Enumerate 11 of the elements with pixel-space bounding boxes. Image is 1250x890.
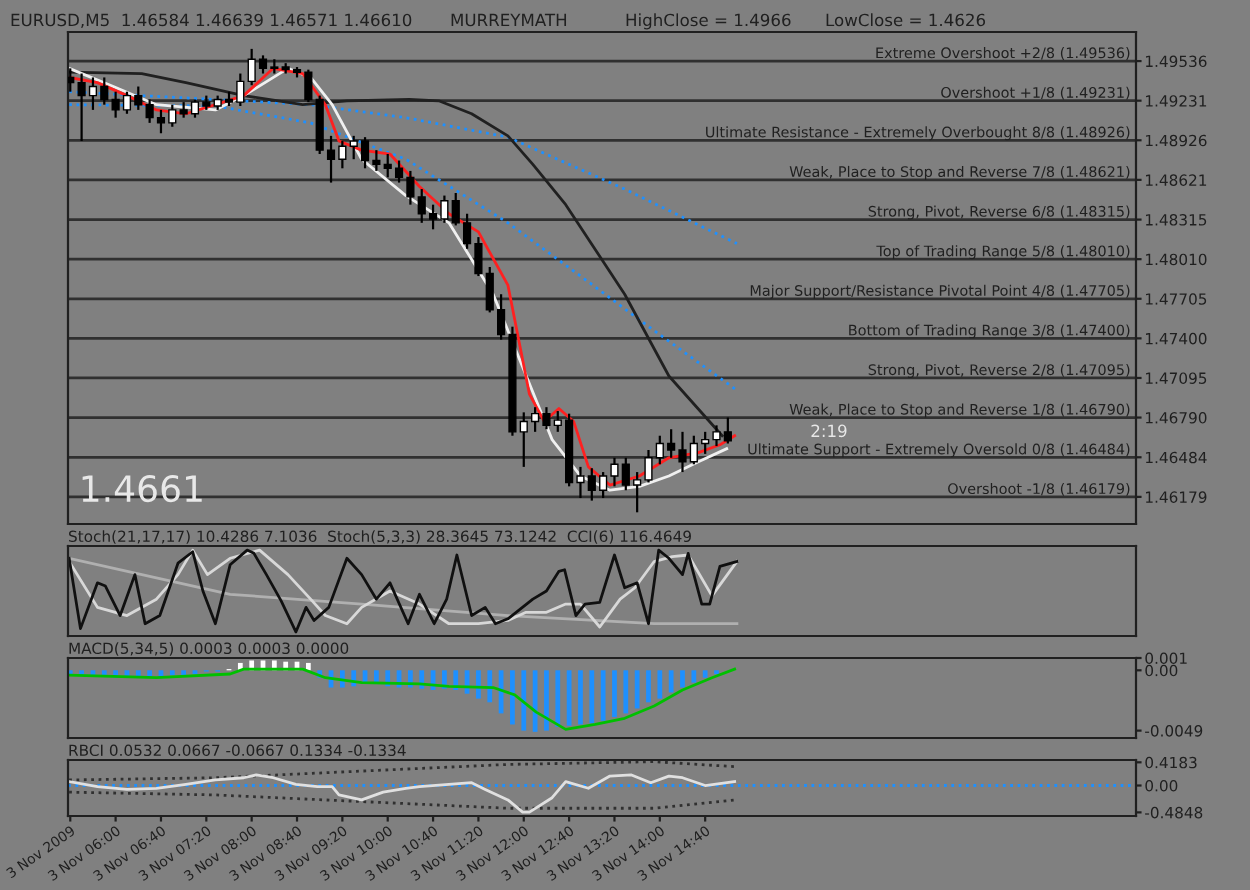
line-series [68, 760, 737, 782]
line-series [68, 790, 737, 810]
text: LowClose = 1.4626 [826, 13, 986, 27]
annotation: 2:19 [811, 424, 847, 438]
text: MURREYMATH [451, 13, 567, 27]
candlestick [68, 67, 75, 93]
line-series [68, 773, 737, 814]
line-series [68, 667, 737, 731]
text: HighClose = 1.4966 [626, 13, 791, 30]
annotation: 1.4661 [82, 474, 202, 503]
text: EURUSD,M5 1.46584 1.46639 1.46571 1.46610 [11, 13, 412, 28]
